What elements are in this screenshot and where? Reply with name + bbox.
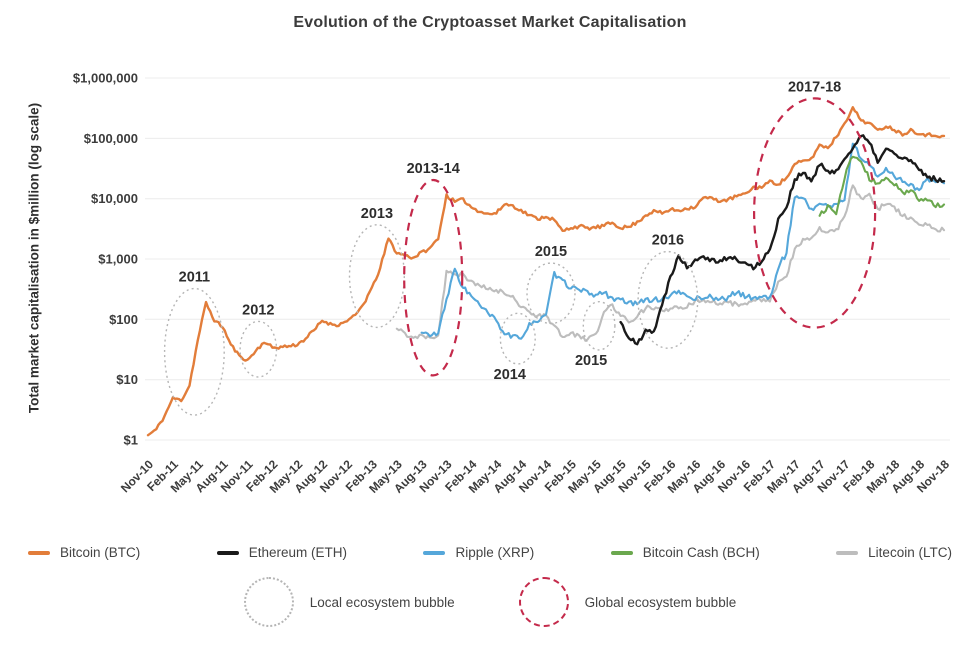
global-bubble-ellipse [752, 97, 877, 329]
legend-label-global-bubble: Global ecosystem bubble [584, 594, 737, 610]
market-cap-chart: $1,000,000 $100,000 $10,000 $1,000 $100 $10 $1… [73, 71, 952, 496]
eth-line-swatch-icon [216, 550, 239, 555]
local-bubble-ellipse [239, 320, 278, 378]
legend-label-ltc: Litecoin (LTC) [868, 545, 952, 560]
series-line-eth [619, 134, 946, 346]
bubble-year-label: 2017-18 [788, 79, 841, 95]
local-bubble-ellipse [499, 312, 536, 365]
series-line-btc [146, 106, 946, 437]
series-line-xrp [420, 142, 946, 340]
bch-line-swatch-icon [610, 550, 633, 555]
xrp-line-swatch-icon [423, 550, 446, 555]
series-legend: Bitcoin (BTC) Ethereum (ETH) Ripple (XRP… [28, 545, 952, 560]
legend-item-ltc: Litecoin (LTC) [836, 545, 952, 560]
local-bubble-ellipse [637, 250, 699, 349]
local-bubble-ellipse [348, 224, 405, 329]
legend-label-btc: Bitcoin (BTC) [60, 545, 141, 560]
y-tick-label: $100,000 [84, 131, 138, 146]
local-bubble-ellipse [526, 262, 576, 325]
legend-item-xrp: Ripple (XRP) [423, 545, 534, 560]
series-line-ltc [395, 184, 946, 342]
y-tick-label: $10,000 [91, 191, 138, 206]
btc-line-swatch-icon [28, 550, 50, 555]
bubble-year-label: 2015 [535, 244, 567, 260]
global-bubble-icon [518, 577, 569, 627]
bubble-year-label: 2012 [242, 302, 274, 318]
y-tick-label: $1 [124, 433, 138, 448]
legend-label-local-bubble: Local ecosystem bubble [309, 594, 455, 610]
legend-label-xrp: Ripple (XRP) [455, 545, 535, 560]
y-axis-title: Total market capitalisation in $million … [26, 102, 42, 414]
bubble-year-label: 2016 [652, 233, 684, 249]
legend-label-eth: Ethereum (ETH) [248, 545, 347, 560]
y-tick-label: $1,000 [98, 252, 138, 267]
local-bubble-ellipse [163, 287, 225, 416]
bubble-year-label: 2014 [494, 367, 526, 383]
y-tick-label: $1,000,000 [73, 71, 138, 86]
legend-item-eth: Ethereum (ETH) [216, 545, 347, 560]
legend-item-global-bubble: Global ecosystem bubble [518, 577, 737, 627]
chart-title: Evolution of the Cryptoasset Market Capi… [293, 14, 687, 31]
bubble-year-label: 2015 [575, 353, 607, 369]
y-tick-label: $10 [116, 372, 138, 387]
y-tick-label: $100 [109, 312, 138, 327]
bubble-year-label: 2013-14 [407, 161, 460, 177]
legend-item-local-bubble: Local ecosystem bubble [243, 577, 455, 627]
series-line-bch [818, 155, 946, 217]
legend-label-bch: Bitcoin Cash (BCH) [642, 545, 760, 560]
bubble-legend: Local ecosystem bubble Global ecosystem … [0, 577, 980, 627]
legend-item-btc: Bitcoin (BTC) [28, 545, 140, 560]
local-bubble-ellipse [582, 300, 616, 351]
global-bubble-ellipse [403, 178, 464, 377]
local-bubble-icon [243, 577, 294, 627]
ltc-line-swatch-icon [836, 550, 859, 555]
bubble-year-label: 2011 [179, 269, 210, 285]
legend-item-bch: Bitcoin Cash (BCH) [610, 545, 760, 560]
bubble-year-label: 2013 [361, 206, 393, 222]
